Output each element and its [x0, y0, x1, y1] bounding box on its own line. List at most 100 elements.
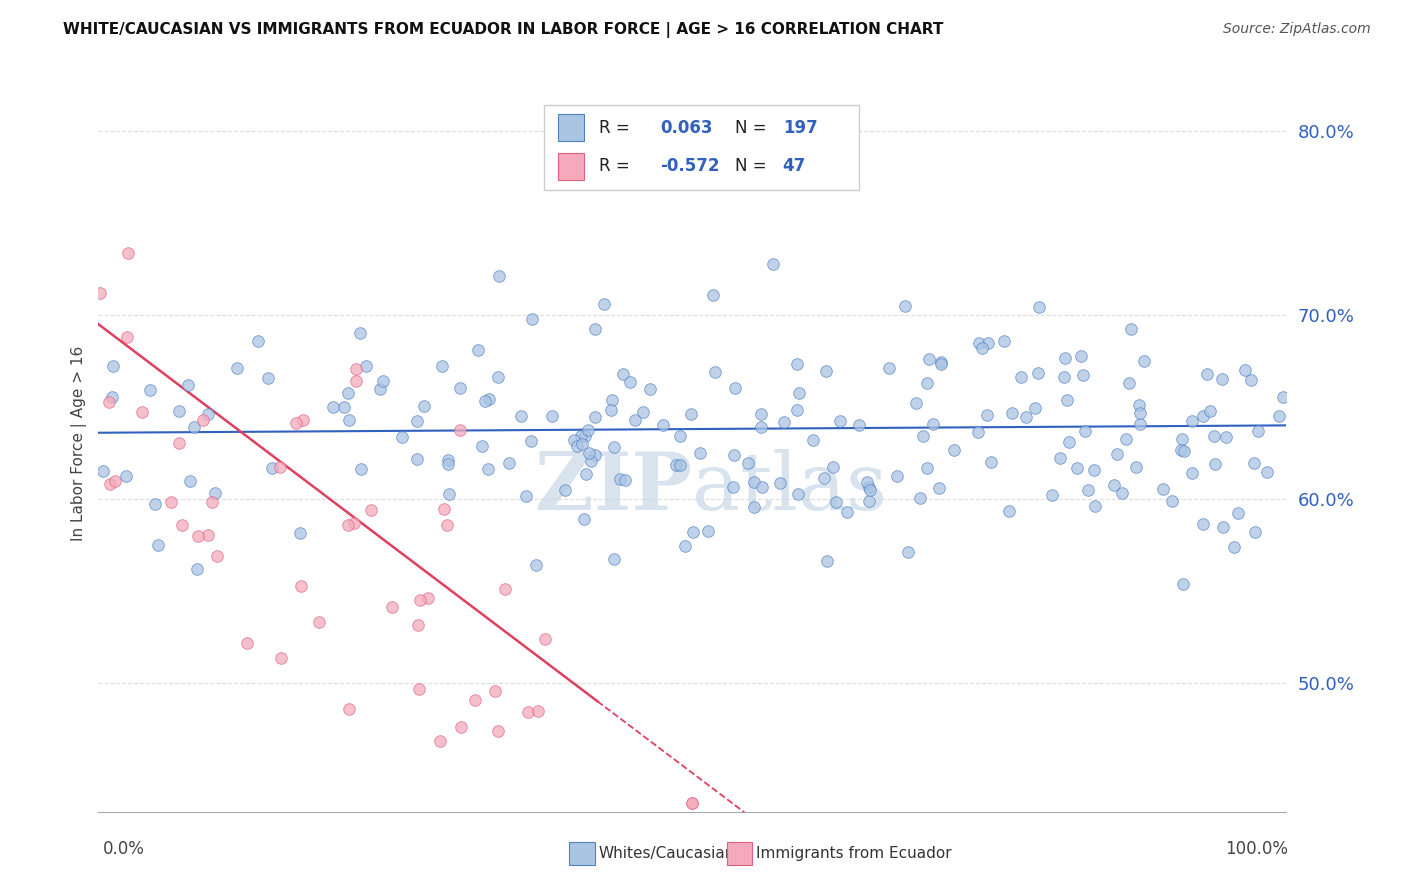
Point [477, 462, 499, 476]
Point [486, 370, 509, 384]
Point [360, 503, 382, 517]
Point [772, 415, 794, 429]
Point [915, 460, 938, 475]
Point [464, 692, 486, 706]
Point [541, 409, 564, 423]
Point [1084, 500, 1107, 514]
Point [724, 381, 747, 395]
Point [1132, 354, 1154, 368]
Point [262, 461, 284, 475]
Point [815, 554, 838, 568]
Point [167, 404, 190, 418]
Point [931, 357, 953, 371]
Point [344, 361, 367, 376]
Point [877, 361, 900, 376]
Point [1233, 362, 1256, 376]
Point [562, 433, 585, 447]
Point [1125, 460, 1147, 475]
Point [583, 322, 606, 336]
Point [337, 413, 360, 427]
Point [681, 796, 703, 810]
Point [183, 419, 205, 434]
Point [967, 425, 990, 439]
Point [603, 552, 626, 566]
Point [197, 528, 219, 542]
Point [1268, 409, 1291, 423]
Point [749, 407, 772, 421]
Point [1066, 460, 1088, 475]
Point [172, 517, 194, 532]
Y-axis label: In Labor Force | Age > 16: In Labor Force | Age > 16 [72, 346, 87, 541]
Point [1202, 429, 1225, 443]
Point [498, 456, 520, 470]
Point [1181, 466, 1204, 480]
Point [1212, 520, 1234, 534]
Point [571, 436, 593, 450]
Point [638, 382, 661, 396]
Point [813, 470, 835, 484]
Point [308, 615, 330, 629]
Point [436, 518, 458, 533]
Point [204, 486, 226, 500]
Point [742, 475, 765, 489]
Point [669, 458, 692, 472]
Point [1171, 576, 1194, 591]
Point [1192, 517, 1215, 532]
Point [1057, 434, 1080, 449]
Point [104, 474, 127, 488]
Text: 47: 47 [783, 158, 806, 176]
Point [576, 423, 599, 437]
Point [138, 384, 160, 398]
Text: 100.0%: 100.0% [1225, 840, 1288, 858]
Point [801, 433, 824, 447]
Point [1170, 442, 1192, 457]
Point [579, 454, 602, 468]
Point [603, 440, 626, 454]
Point [322, 401, 344, 415]
Point [1104, 477, 1126, 491]
Point [449, 381, 471, 395]
Point [704, 365, 727, 379]
Point [696, 524, 718, 538]
Point [187, 529, 209, 543]
Point [269, 460, 291, 475]
Point [408, 682, 430, 697]
Point [886, 469, 908, 483]
Point [337, 517, 360, 532]
Point [915, 376, 938, 390]
Point [624, 413, 647, 427]
Point [1073, 424, 1095, 438]
Point [894, 300, 917, 314]
Point [918, 351, 941, 366]
Point [848, 418, 870, 433]
Point [583, 448, 606, 462]
Point [855, 475, 877, 489]
Point [515, 489, 537, 503]
Point [533, 632, 555, 646]
Point [450, 720, 472, 734]
Point [205, 549, 228, 563]
Point [292, 413, 315, 427]
Point [285, 416, 308, 430]
Text: ZIP: ZIP [536, 449, 692, 527]
Point [574, 512, 596, 526]
Point [681, 407, 703, 421]
Point [1049, 450, 1071, 465]
Bar [558, 153, 585, 179]
Point [1128, 398, 1150, 412]
Point [143, 497, 166, 511]
Point [619, 375, 641, 389]
Point [998, 504, 1021, 518]
Point [614, 473, 637, 487]
Point [91, 464, 114, 478]
Point [602, 392, 624, 407]
Point [1199, 403, 1222, 417]
Text: N =: N = [735, 119, 772, 136]
Point [787, 386, 810, 401]
Point [1256, 465, 1278, 479]
Point [1024, 401, 1046, 415]
Point [977, 336, 1000, 351]
Point [1226, 506, 1249, 520]
Point [1272, 390, 1295, 404]
Point [1083, 463, 1105, 477]
